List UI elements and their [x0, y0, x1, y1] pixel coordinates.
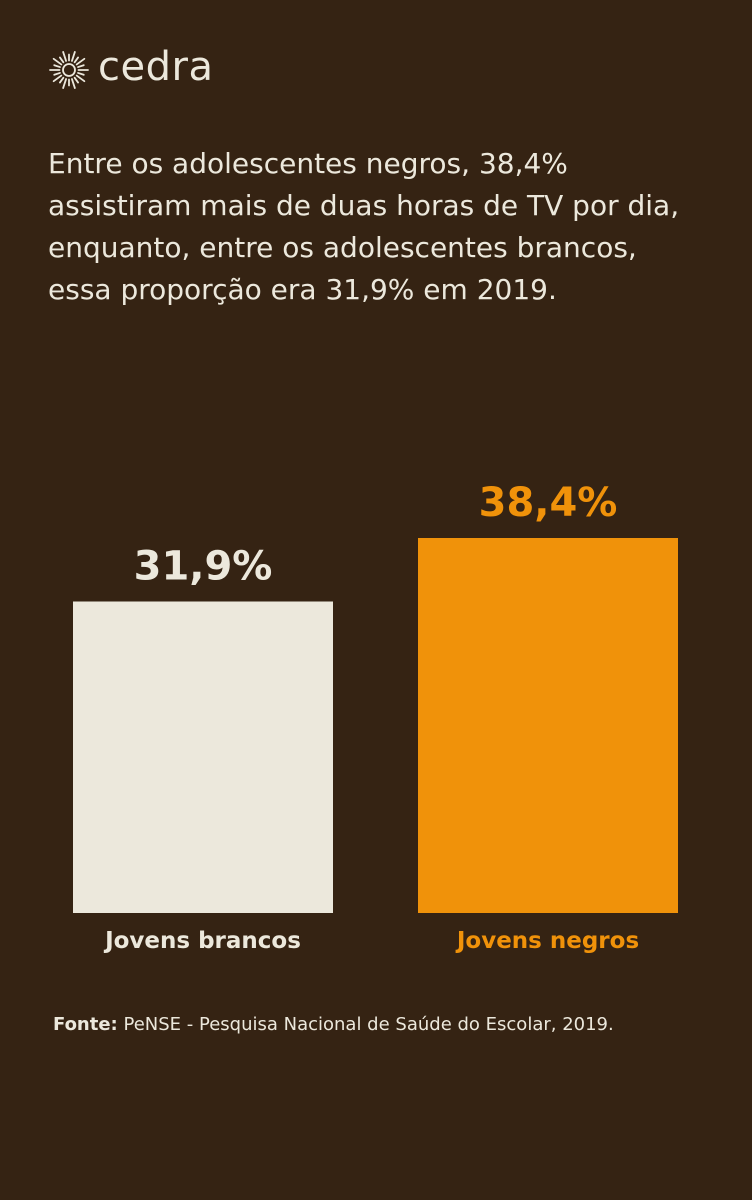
sun-ray [58, 76, 65, 84]
bar-value-label: 38,4% [479, 480, 618, 526]
category-label: Jovens brancos [103, 928, 301, 954]
source-label: Fonte: [53, 1014, 118, 1035]
sun-ray [73, 76, 80, 84]
sun-ray [52, 74, 63, 83]
bar-1 [73, 601, 333, 913]
sun-ray [77, 72, 85, 76]
sun-burst-icon [49, 51, 89, 89]
sun-ray [52, 57, 63, 66]
source-text: PeNSE - Pesquisa Nacional de Saúde do Es… [123, 1014, 614, 1035]
sun-ray [75, 57, 86, 66]
source-note: Fonte: PeNSE - Pesquisa Nacional de Saúd… [53, 1014, 614, 1035]
sun-ray [77, 64, 85, 68]
sun-ray [53, 72, 61, 76]
brand-logo: cedra [48, 44, 213, 96]
sun-ray [73, 56, 80, 64]
sun-ray [71, 51, 76, 62]
sun-ray [58, 56, 65, 64]
sun-ray [62, 78, 67, 89]
bar-2 [418, 538, 678, 913]
sun-ray [62, 51, 67, 62]
sun-ray [75, 74, 86, 83]
bar-value-label: 31,9% [134, 544, 273, 590]
headline-text: Entre os adolescentes negros, 38,4% assi… [48, 147, 680, 306]
brand-name: cedra [98, 44, 214, 90]
sun-ray [71, 78, 76, 89]
category-label: Jovens negros [455, 928, 639, 954]
sun-ray [53, 64, 61, 68]
bar-chart: 31,9% Jovens brancos 38,4% Jovens negros [73, 480, 678, 954]
